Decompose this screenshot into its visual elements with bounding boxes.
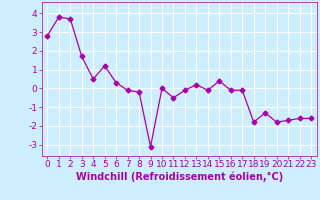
X-axis label: Windchill (Refroidissement éolien,°C): Windchill (Refroidissement éolien,°C) — [76, 172, 283, 182]
